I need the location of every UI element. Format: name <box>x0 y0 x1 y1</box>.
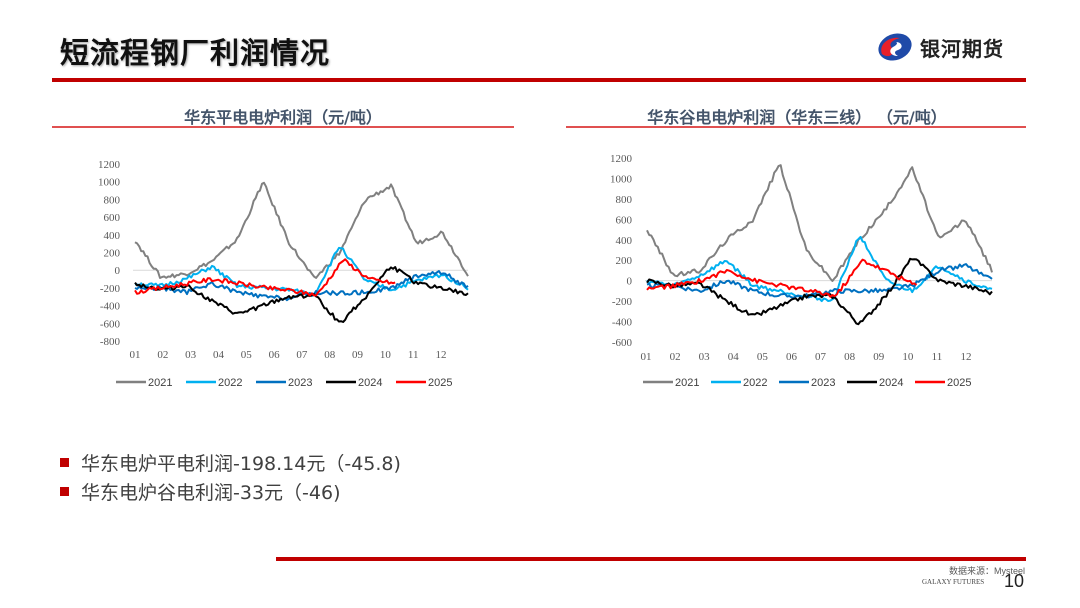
footer-divider <box>276 557 1026 561</box>
right-chart-title: 华东谷电电炉利润（华东三线） （元/吨） <box>647 108 947 127</box>
y-tick-label: 1200 <box>610 153 633 165</box>
legend-label-2023: 2023 <box>288 377 312 389</box>
page-title: 短流程钢厂利润情况 <box>60 36 331 70</box>
y-tick-label: 200 <box>104 248 121 260</box>
series-line-2022 <box>646 235 993 303</box>
footer-brand: GALAXY FUTURES <box>922 578 985 586</box>
x-tick-label: 08 <box>844 351 856 363</box>
left-chart-title-rule <box>52 126 514 128</box>
y-tick-label: 600 <box>616 214 633 226</box>
y-tick-label: 400 <box>616 235 633 247</box>
x-tick-label: 12 <box>961 351 972 363</box>
y-tick-label: 200 <box>616 255 633 267</box>
y-tick-label: 0 <box>627 276 633 288</box>
left-chart-title: 华东平电电炉利润（元/吨） <box>184 108 382 127</box>
x-tick-label: 03 <box>185 349 197 361</box>
legend-label-2025: 2025 <box>428 377 452 389</box>
x-tick-label: 12 <box>436 349 447 361</box>
legend-label-2021: 2021 <box>675 377 699 389</box>
x-tick-label: 07 <box>296 349 308 361</box>
y-tick-label: 1000 <box>610 173 633 185</box>
x-tick-label: 09 <box>873 351 885 363</box>
y-tick-label: -800 <box>100 336 121 348</box>
y-tick-label: 800 <box>616 194 633 206</box>
x-tick-label: 05 <box>757 351 769 363</box>
bullet-text: 华东电炉平电利润-198.14元（-45.8) <box>81 453 401 475</box>
y-tick-label: 1200 <box>98 159 121 171</box>
right-chart-title-rule <box>566 126 1026 128</box>
legend-label-2022: 2022 <box>743 377 767 389</box>
series-line-2021 <box>134 181 469 279</box>
x-tick-label: 01 <box>641 351 652 363</box>
y-tick-label: 400 <box>104 230 121 242</box>
x-tick-label: 06 <box>786 351 798 363</box>
summary-bullets: 华东电炉平电利润-198.14元（-45.8) 华东电炉谷电利润-33元（-46… <box>60 448 401 506</box>
header-divider <box>52 78 1026 82</box>
series-line-2025 <box>134 258 396 297</box>
page-number: 10 <box>1004 571 1025 591</box>
data-source: 数据来源：Mysteel <box>948 566 1025 576</box>
legend-label-2023: 2023 <box>811 377 835 389</box>
bullet-item: 华东电炉谷电利润-33元（-46) <box>60 477 401 506</box>
y-tick-label: -600 <box>100 318 121 330</box>
y-tick-label: 0 <box>115 265 121 277</box>
series-line-2024 <box>646 257 993 326</box>
bullet-square-icon <box>60 458 69 467</box>
x-tick-label: 08 <box>324 349 336 361</box>
series-line-2025 <box>646 258 918 298</box>
x-tick-label: 11 <box>408 349 419 361</box>
y-tick-label: -200 <box>612 296 633 308</box>
bullet-item: 华东电炉平电利润-198.14元（-45.8) <box>60 448 401 477</box>
x-tick-label: 11 <box>932 351 943 363</box>
y-tick-label: 1000 <box>98 177 121 189</box>
brand-logo: 银河期货 <box>876 30 1004 64</box>
x-tick-label: 04 <box>728 351 740 363</box>
legend-label-2022: 2022 <box>218 377 242 389</box>
y-tick-label: -200 <box>100 283 121 295</box>
left-line-chart: 1200 1000 800 600 400 200 0 -200 -400 -600 -800 01 0… <box>98 159 469 389</box>
series-line-2024 <box>134 266 469 323</box>
bullet-text: 华东电炉谷电利润-33元（-46) <box>81 482 341 504</box>
x-tick-label: 10 <box>902 351 914 363</box>
y-tick-label: -400 <box>100 301 121 313</box>
series-line-2022 <box>134 246 469 298</box>
y-tick-label: 600 <box>104 212 121 224</box>
x-tick-label: 06 <box>269 349 281 361</box>
bullet-square-icon <box>60 487 69 496</box>
x-tick-label: 05 <box>241 349 253 361</box>
legend-label-2024: 2024 <box>879 377 903 389</box>
x-tick-label: 10 <box>380 349 392 361</box>
legend-label-2025: 2025 <box>947 377 971 389</box>
x-tick-label: 02 <box>670 351 681 363</box>
galaxy-logo-icon <box>878 33 912 61</box>
x-tick-label: 07 <box>815 351 827 363</box>
x-tick-label: 09 <box>352 349 364 361</box>
x-tick-label: 01 <box>130 349 141 361</box>
logo-text: 银河期货 <box>920 36 1004 61</box>
legend-label-2021: 2021 <box>148 377 172 389</box>
y-tick-label: -600 <box>612 337 633 349</box>
x-tick-label: 03 <box>699 351 711 363</box>
series-line-2021 <box>646 164 993 282</box>
x-tick-label: 02 <box>157 349 168 361</box>
y-tick-label: 800 <box>104 194 121 206</box>
x-tick-label: 04 <box>213 349 225 361</box>
y-tick-label: -400 <box>612 317 633 329</box>
right-line-chart: 1200 1000 800 600 400 200 0 -200 -400 -600 01 02 03 0… <box>610 153 993 389</box>
legend-label-2024: 2024 <box>358 377 382 389</box>
